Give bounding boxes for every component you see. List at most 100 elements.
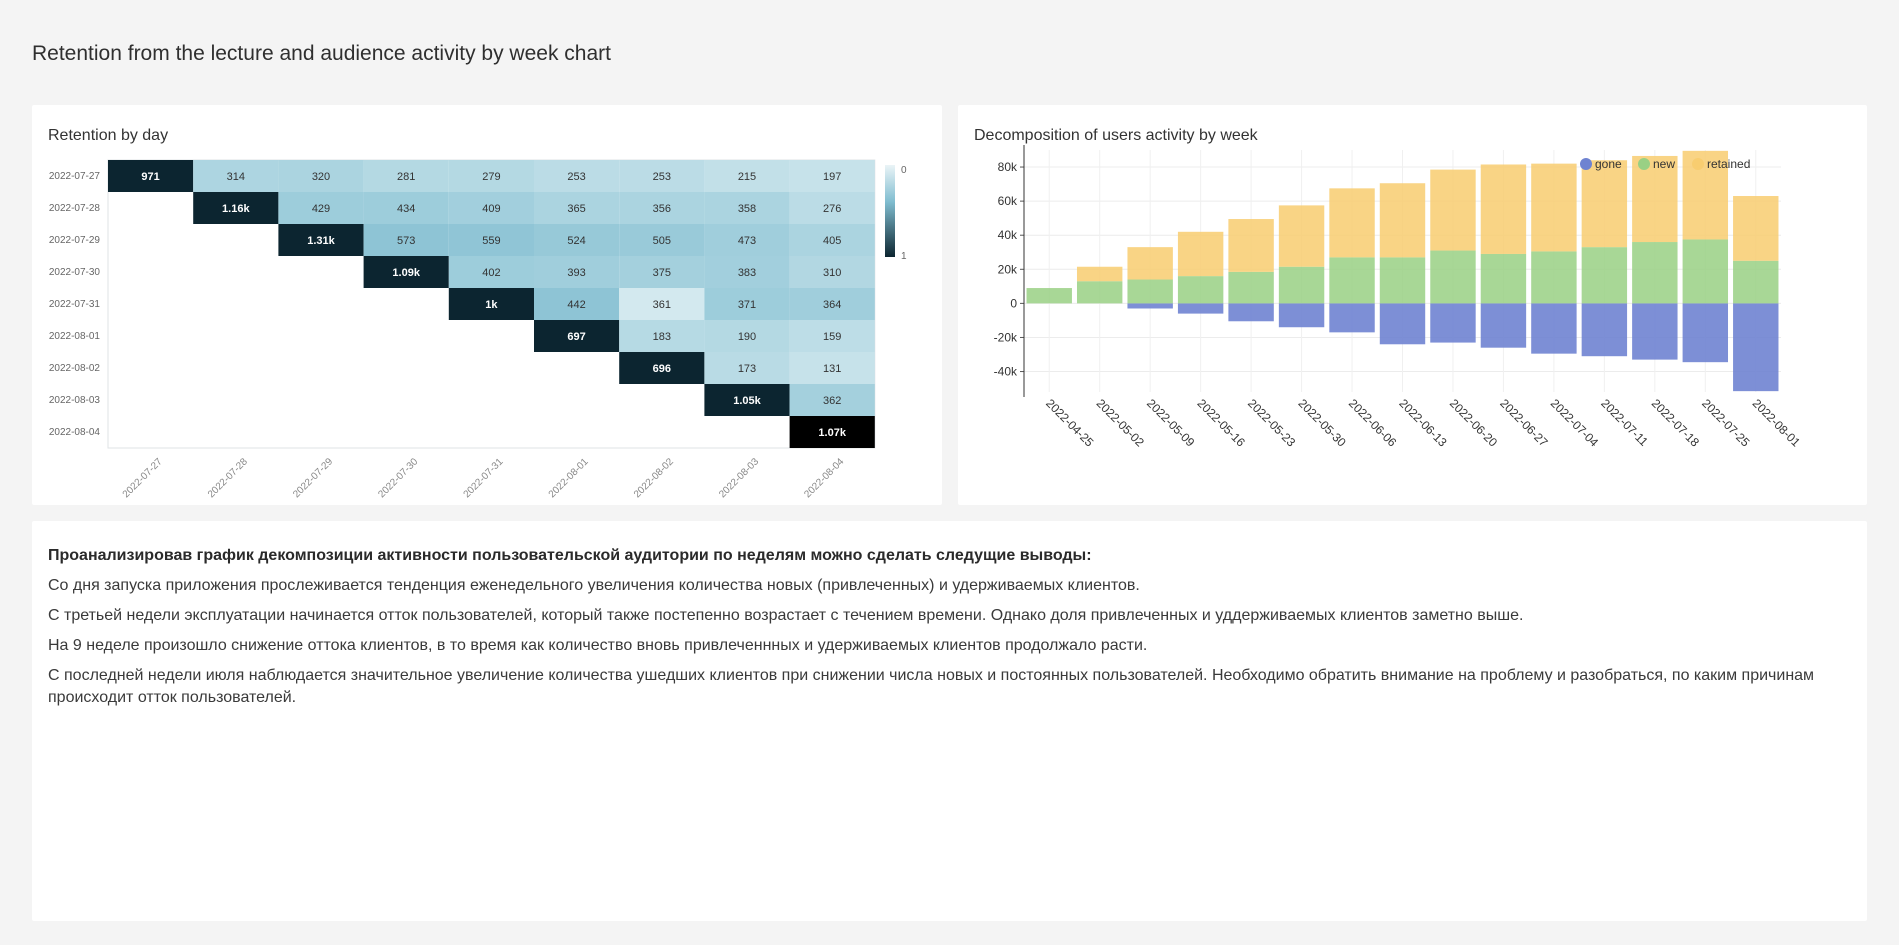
legend-swatch-gone [1580,158,1592,170]
bar-retained [1127,247,1173,280]
heatmap-row-label: 2022-07-29 [49,235,101,246]
x-tick-label: 2022-05-16 [1195,396,1249,450]
bar-gone [1127,303,1173,309]
heatmap-row-label: 2022-08-04 [49,427,101,438]
bar-new [1480,253,1527,304]
x-tick-label: 2022-05-09 [1144,396,1198,450]
conclusions-heading: Проанализировав график декомпозиции акти… [48,547,1092,564]
heatmap-cell-value: 697 [567,331,585,343]
bar-new [1177,276,1224,304]
legend-swatch-new [1638,158,1650,170]
bar-retained [1278,205,1325,267]
heatmap-cell-value: 393 [567,267,585,279]
heatmap-cell [789,256,875,288]
heatmap-cell [789,192,875,224]
x-tick-label: 2022-07-18 [1649,396,1703,450]
heatmap-cell [448,160,534,192]
bar-new [1632,242,1678,304]
heatmap-cell-value: 971 [141,171,159,183]
heatmap-cell-value: 197 [823,171,841,183]
heatmap-cell-value: 559 [482,235,500,247]
bar-retained [1531,163,1577,252]
heatmap-cell [704,224,790,256]
x-tick-label: 2022-04-25 [1043,396,1097,450]
conclusion-paragraph: С последней недели июля наблюдается знач… [48,667,1815,706]
retention-panel-title: Retention by day [48,127,169,144]
heatmap-col-label: 2022-07-27 [121,456,165,500]
heatmap-row-label: 2022-08-03 [49,395,101,406]
heatmap-color-legend [885,165,895,257]
heatmap-cell-value: 573 [397,235,415,247]
y-tick-label: 0 [1010,296,1017,310]
heatmap-cell [278,192,364,224]
x-tick-label: 2022-06-20 [1447,396,1501,450]
heatmap-cell-value: 1.07k [818,427,846,439]
bar-retained [1632,155,1678,243]
legend-label-retained: retained [1707,157,1750,171]
conclusions-text: Проанализировав график декомпозиции акти… [48,545,1851,717]
heatmap-row-label: 2022-08-02 [49,363,101,374]
heatmap-cell-value: 383 [738,267,756,279]
heatmap-cell-value: 320 [312,171,330,183]
y-tick-label: -40k [994,365,1018,379]
heatmap-cell-value: 183 [653,331,671,343]
bar-gone [1329,303,1375,333]
x-tick-label: 2022-05-02 [1094,396,1148,450]
heatmap-cell [704,352,790,384]
heatmap-cell-value: 1.16k [222,203,250,215]
heatmap-cell-value: 364 [823,299,841,311]
heatmap-row-label: 2022-08-01 [49,331,101,342]
bar-new [1430,250,1476,304]
heatmap-cell-value: 1.31k [307,235,335,247]
bar-new [1127,279,1173,304]
heatmap-cell-value: 524 [567,235,585,247]
bar-gone [1228,303,1274,322]
heatmap-cell [789,352,875,384]
bar-retained [1379,183,1426,258]
heatmap-cell-value: 310 [823,267,841,279]
heatmap-cell [789,160,875,192]
heatmap-cell [704,192,790,224]
heatmap-cell-value: 253 [567,171,585,183]
legend-label-gone: gone [1595,157,1622,171]
heatmap-cell [534,160,620,192]
bar-gone [1430,303,1476,343]
bar-gone [1682,303,1729,363]
heatmap-cell [448,288,534,320]
heatmap-row-label: 2022-07-31 [49,299,101,310]
heatmap-col-label: 2022-07-31 [462,456,506,500]
bar-new [1278,266,1325,304]
heatmap-cell-value: 1k [485,299,498,311]
bar-retained [1682,150,1729,240]
heatmap-cell [619,192,705,224]
heatmap-cell-value: 1.09k [392,267,420,279]
conclusion-paragraph: С третьей недели эксплуатации начинается… [48,607,1524,624]
heatmap-col-label: 2022-07-28 [206,456,250,500]
heatmap-cell [363,160,449,192]
x-tick-label: 2022-06-27 [1497,396,1551,450]
heatmap-row-label: 2022-07-27 [49,171,101,182]
heatmap-cell-value: 429 [312,203,330,215]
heatmap-cell-value: 442 [567,299,585,311]
heatmap-cell [619,256,705,288]
heatmap-cell [534,288,620,320]
y-tick-label: 20k [998,262,1018,276]
heatmap-cell-value: 473 [738,235,756,247]
x-tick-label: 2022-05-23 [1245,396,1299,450]
heatmap-cell-value: 173 [738,363,756,375]
heatmap-cell-value: 131 [823,363,841,375]
heatmap-cell-value: 365 [567,203,585,215]
heatmap-cell [534,256,620,288]
conclusion-paragraph: Со дня запуска приложения прослеживается… [48,577,1140,594]
heatmap-cell-value: 281 [397,171,415,183]
x-tick-label: 2022-06-06 [1346,396,1400,450]
bar-new [1379,257,1426,304]
bar-new [1733,260,1779,304]
heatmap-cell-value: 409 [482,203,500,215]
heatmap-cell-value: 361 [653,299,671,311]
bar-retained [1228,219,1274,272]
bar-gone [1480,303,1527,348]
heatmap-col-label: 2022-08-03 [717,456,761,500]
heatmap-cell-value: 505 [653,235,671,247]
heatmap-col-label: 2022-07-29 [291,456,335,500]
